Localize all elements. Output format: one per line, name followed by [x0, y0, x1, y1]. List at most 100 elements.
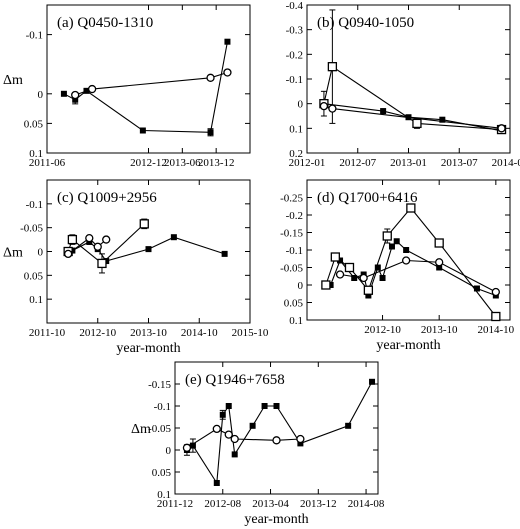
x-tick-label: 2014-10	[181, 327, 218, 339]
data-point-filled-square	[145, 246, 152, 253]
x-tick-label: 2013-01	[390, 157, 427, 169]
series-line	[67, 223, 145, 265]
x-tick-label: 2013-12	[198, 157, 235, 169]
x-tick-label: 2015-10	[232, 327, 269, 339]
y-tick-label: -0.2	[286, 210, 303, 222]
x-axis-label: year-month	[244, 512, 308, 527]
data-point-open-circle	[85, 234, 94, 243]
x-tick-label: 2011-12	[157, 498, 193, 510]
series-line	[330, 240, 497, 298]
y-tick-label: -0.4	[286, 0, 304, 12]
panel-title: (a) Q0450-1310	[57, 15, 153, 31]
y-tick-label: 0.1	[289, 315, 303, 327]
data-point-open-square	[406, 203, 416, 213]
y-tick-label: 0.1	[29, 294, 43, 306]
series-filled-square	[60, 38, 231, 137]
data-point-open-square	[491, 311, 501, 322]
y-tick-label: -0.1	[286, 74, 303, 86]
data-point-open-circle	[497, 124, 506, 133]
series-line	[186, 381, 373, 485]
data-point-open-circle	[93, 242, 102, 251]
data-point-filled-square	[225, 403, 232, 409]
y-tick-label: -0.05	[148, 423, 171, 435]
data-point-open-circle	[401, 256, 411, 265]
series-open-circle	[319, 101, 506, 133]
y-tick-label: -0.05	[280, 263, 303, 275]
series-filled-square	[320, 100, 505, 134]
y-tick-label: 0.2	[289, 148, 303, 160]
data-point-filled-square	[231, 451, 238, 458]
data-point-filled-square	[365, 292, 372, 299]
data-point-open-circle	[491, 287, 500, 297]
data-point-open-circle	[71, 90, 80, 100]
y-tick-label: 0.05	[284, 298, 304, 310]
data-point-filled-square	[345, 422, 352, 429]
data-point-open-circle	[328, 104, 337, 113]
data-point-filled-square	[261, 403, 268, 409]
x-axis-label: year-month	[376, 338, 440, 353]
data-point-filled-square	[403, 247, 410, 253]
y-tick-label: 0	[298, 99, 304, 111]
x-tick-label: 2013-10	[130, 327, 167, 339]
y-tick-label: -0.1	[286, 245, 303, 257]
data-point-filled-square	[327, 282, 334, 288]
series-line	[63, 41, 228, 133]
data-point-filled-square	[213, 480, 220, 486]
data-point-open-circle	[319, 101, 329, 111]
series-line	[325, 207, 497, 317]
y-tick-label: -0.15	[280, 228, 303, 240]
data-point-filled-square	[72, 96, 79, 103]
y-tick-label: 0	[38, 247, 44, 259]
data-point-filled-square	[249, 422, 256, 429]
data-point-open-circle	[63, 249, 73, 259]
y-tick-label: 0.1	[157, 489, 171, 501]
data-point-open-circle	[359, 273, 368, 283]
data-point-open-circle	[296, 434, 305, 444]
y-tick-label: 0.05	[152, 467, 172, 479]
y-tick-label: 0.05	[24, 270, 44, 282]
data-point-filled-square	[369, 378, 376, 385]
data-point-filled-square	[351, 275, 358, 281]
y-tick-label: 0.05	[24, 118, 44, 130]
x-tick-label: 2013-04	[252, 498, 289, 510]
data-point-filled-square	[374, 264, 381, 271]
y-tick-label: -0.1	[154, 401, 171, 413]
x-tick-label: 2014-01	[492, 157, 520, 169]
series-open-circle	[182, 424, 305, 452]
series-open-square	[321, 203, 501, 322]
data-point-open-circle	[212, 424, 221, 434]
panel-d: -0.25 -0.2 -0.15 -0.1 -0.05 0 0.05 0.1 2012-10 20…	[280, 179, 515, 353]
panel-title: (b) Q0940-1050	[317, 15, 414, 31]
data-point-filled-square	[436, 264, 443, 271]
data-point-open-square	[327, 62, 338, 72]
x-tick-label: 2012-01	[289, 157, 326, 169]
x-tick-label: 2012-08	[204, 498, 241, 510]
series-open-square	[63, 218, 149, 274]
data-point-filled-square	[297, 440, 304, 447]
y-tick-label: -0.25	[280, 193, 303, 205]
y-tick-label: -0.05	[20, 223, 43, 235]
data-point-open-square	[382, 231, 392, 241]
data-point-filled-square	[60, 90, 67, 97]
data-point-filled-square	[379, 275, 386, 281]
y-tick-label: -0.1	[26, 30, 43, 42]
data-point-open-square	[412, 118, 422, 129]
y-tick-label: 0	[166, 445, 172, 457]
data-point-open-circle	[206, 73, 215, 82]
data-point-open-square	[97, 258, 107, 269]
y-tick-label: 0	[298, 280, 304, 292]
y-tick-label: -0.2	[286, 49, 303, 61]
data-point-open-square	[434, 238, 444, 248]
x-tick-label: 2013-07	[441, 157, 478, 169]
y-tick-label: 0.1	[289, 123, 303, 135]
y-tick-label: 0.1	[29, 148, 43, 160]
data-point-filled-square	[388, 243, 395, 250]
x-tick-label: 2012-07	[339, 157, 376, 169]
data-point-open-square	[363, 285, 374, 295]
series-line	[323, 65, 502, 131]
series-open-circle	[63, 234, 111, 259]
data-point-filled-square	[473, 285, 480, 292]
